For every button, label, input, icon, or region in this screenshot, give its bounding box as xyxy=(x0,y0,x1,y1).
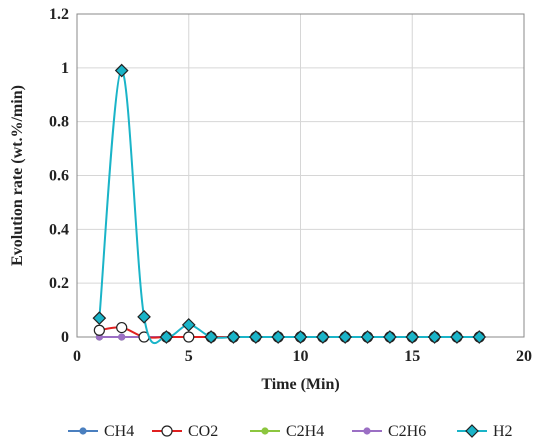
data-point-h2 xyxy=(181,318,196,332)
legend-label-co2: CO2 xyxy=(188,423,218,440)
legend-item-h2: H2 xyxy=(457,423,513,440)
data-point-h2 xyxy=(293,330,308,344)
legend-label-h2: H2 xyxy=(493,423,513,440)
data-point-h2 xyxy=(114,63,129,78)
data-point-h2 xyxy=(159,330,174,344)
y-tick-label: 1 xyxy=(61,60,69,77)
data-point-h2 xyxy=(472,330,487,344)
legend: CH4 CO2 C2H4 C2H6 H2 xyxy=(68,423,513,440)
legend-swatch-marker xyxy=(465,424,479,438)
y-tick-label: 0.6 xyxy=(49,168,69,185)
series-group xyxy=(92,63,487,345)
y-tick-label: 0.8 xyxy=(49,114,69,131)
series-h2 xyxy=(92,63,487,345)
data-point-h2 xyxy=(271,330,285,344)
data-point-h2 xyxy=(92,311,107,326)
x-tick-label: 10 xyxy=(293,348,309,365)
legend-item-ch4: CH4 xyxy=(68,423,134,440)
x-tick-label: 15 xyxy=(404,348,420,365)
y-axis-title: Evolution rate (wt.%/min) xyxy=(9,85,26,266)
data-point-h2 xyxy=(204,330,218,344)
legend-item-c2h4: C2H4 xyxy=(250,423,324,440)
x-tick-label: 5 xyxy=(185,348,193,365)
data-point-h2 xyxy=(316,330,330,344)
y-tick-labels: 0 0.2 0.4 0.6 0.8 1 1.2 xyxy=(49,6,69,346)
data-point-h2 xyxy=(405,330,420,344)
legend-item-co2: CO2 xyxy=(152,423,218,440)
y-tick-label: 0 xyxy=(61,329,69,346)
x-tick-label: 20 xyxy=(516,348,532,365)
data-point-co2 xyxy=(93,324,105,336)
y-tick-label: 1.2 xyxy=(49,6,69,23)
legend-swatch-marker xyxy=(261,427,269,435)
data-point-h2 xyxy=(338,330,353,344)
series-co2 xyxy=(93,321,485,343)
x-axis-title: Time (Min) xyxy=(261,376,339,393)
data-point-h2 xyxy=(427,330,442,344)
legend-item-c2h6: C2H6 xyxy=(352,423,426,440)
data-point-c2h6 xyxy=(118,333,126,341)
x-tick-label: 0 xyxy=(73,348,81,365)
legend-label-c2h4: C2H4 xyxy=(286,423,324,440)
data-point-h2 xyxy=(226,330,241,344)
data-point-co2 xyxy=(183,331,195,343)
y-tick-label: 0.2 xyxy=(49,275,69,292)
data-point-h2 xyxy=(360,330,375,344)
data-point-h2 xyxy=(383,330,397,344)
legend-label-ch4: CH4 xyxy=(104,423,134,440)
legend-label-c2h6: C2H6 xyxy=(388,423,426,440)
series-line-h2 xyxy=(98,69,480,345)
y-tick-label: 0.4 xyxy=(49,221,69,238)
legend-swatch-marker xyxy=(161,425,173,437)
data-point-h2 xyxy=(450,330,464,344)
legend-swatch-marker xyxy=(363,427,371,435)
data-point-h2 xyxy=(248,330,263,344)
grid xyxy=(76,13,525,338)
data-point-co2 xyxy=(116,321,128,334)
data-point-h2 xyxy=(137,309,151,324)
legend-swatch-marker xyxy=(79,427,87,435)
x-tick-labels: 0 5 10 15 20 xyxy=(73,348,532,365)
